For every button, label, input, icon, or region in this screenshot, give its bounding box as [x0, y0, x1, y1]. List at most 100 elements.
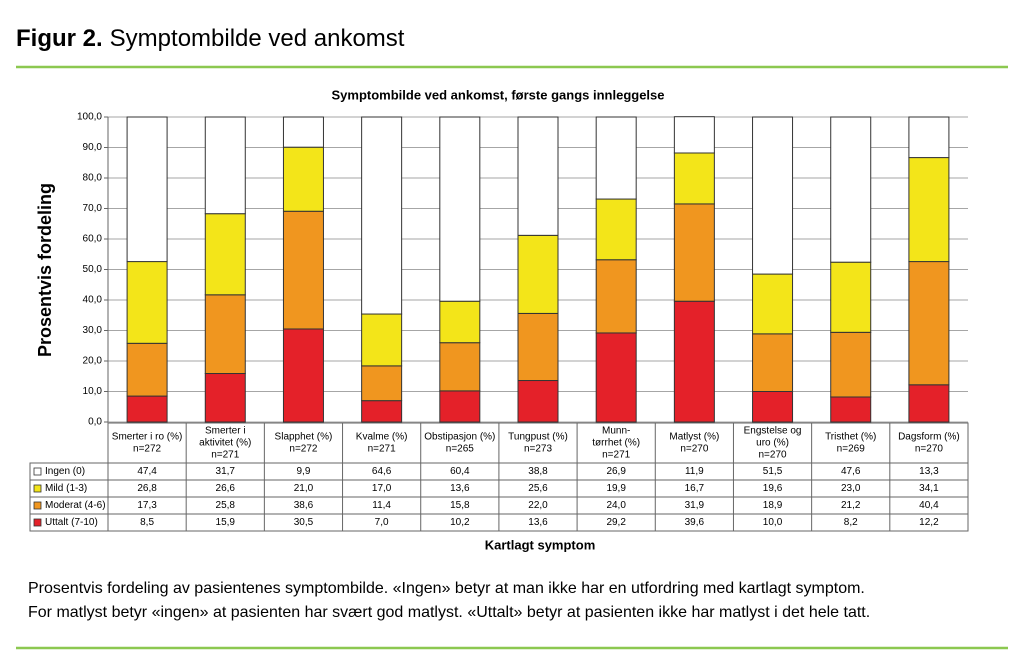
bar-segment — [752, 116, 794, 275]
bar-segment — [517, 234, 559, 314]
value-label: 38,8 — [528, 466, 548, 477]
x-tick-label: n=272 — [133, 444, 162, 455]
value-label: 47,4 — [137, 466, 157, 477]
bar-segment — [126, 395, 168, 423]
figure-header: Figur 2. Symptombilde ved ankomst — [16, 25, 405, 52]
bar-segment — [908, 116, 950, 159]
value-label: 7,0 — [375, 517, 389, 528]
y-tick-label: 90,0 — [83, 142, 103, 153]
legend-label: Moderat (4-6) — [45, 500, 106, 511]
value-label: 40,4 — [919, 500, 939, 511]
value-label: 15,8 — [450, 500, 470, 511]
bar-segment — [673, 116, 715, 154]
legend-swatch — [33, 467, 42, 476]
bar-segment — [439, 300, 481, 344]
x-tick-label: n=271 — [211, 450, 240, 461]
x-tick-label: Kvalme (%) — [356, 432, 408, 443]
caption-line: Prosentvis fordeling av pasientenes symp… — [28, 580, 865, 597]
bar-segment — [204, 213, 246, 296]
bar-segment — [439, 390, 481, 423]
bar-segment — [282, 210, 324, 330]
bar-segment — [752, 273, 794, 335]
x-tick-label: Obstipasjon (%) — [424, 432, 495, 443]
value-label: 25,8 — [216, 500, 236, 511]
y-tick-label: 50,0 — [83, 264, 103, 275]
bar-segment — [908, 157, 950, 263]
bar-segment — [439, 342, 481, 392]
x-tick-label: n=271 — [602, 450, 631, 461]
legend-swatch — [33, 484, 42, 493]
legend-swatch — [33, 518, 42, 527]
y-tick-label: 100,0 — [77, 112, 102, 123]
x-tick-label: Matlyst (%) — [669, 432, 719, 443]
value-label: 17,0 — [372, 483, 392, 494]
bar-segment — [673, 300, 715, 423]
x-tick-label: n=271 — [368, 444, 397, 455]
x-tick-label: uro (%) — [756, 438, 789, 449]
legend-label: Mild (1-3) — [45, 483, 87, 494]
bar-segment — [204, 294, 246, 375]
x-tick-label: Smerter i ro (%) — [112, 432, 183, 443]
value-label: 30,5 — [294, 517, 314, 528]
bar-segment — [439, 116, 481, 302]
y-tick-label: 60,0 — [83, 234, 103, 245]
caption-line: For matlyst betyr «ingen» at pasienten h… — [28, 604, 870, 621]
value-label: 23,0 — [841, 483, 861, 494]
x-tick-label: Tristhet (%) — [825, 432, 876, 443]
x-tick-label: tørrhet (%) — [592, 438, 640, 449]
bar-segment — [595, 259, 637, 334]
x-tick-label: n=270 — [915, 444, 944, 455]
value-label: 10,0 — [763, 517, 783, 528]
y-tick-label: 70,0 — [83, 203, 103, 214]
x-tick-label: n=270 — [758, 450, 787, 461]
value-label: 26,8 — [137, 483, 157, 494]
bar-segment — [595, 116, 637, 200]
bar-segment — [361, 313, 403, 367]
chart-title: Symptombilde ved ankomst, første gangs i… — [331, 87, 664, 102]
value-label: 13,6 — [528, 517, 548, 528]
value-label: 24,0 — [606, 500, 626, 511]
value-label: 11,4 — [372, 500, 391, 511]
y-tick-label: 40,0 — [83, 295, 103, 306]
bar-segment — [673, 203, 715, 302]
bar-segment — [830, 396, 872, 423]
value-label: 21,2 — [841, 500, 861, 511]
y-tick-label: 20,0 — [83, 356, 103, 367]
bar-segment — [830, 116, 872, 263]
figure-label: Figur 2. — [16, 25, 103, 52]
value-label: 60,4 — [450, 466, 470, 477]
bar-segment — [361, 116, 403, 315]
bar-segment — [595, 198, 637, 261]
bar-segment — [752, 333, 794, 393]
value-label: 10,2 — [450, 517, 470, 528]
bar-segment — [908, 261, 950, 386]
bar-segment — [752, 391, 794, 423]
value-label: 13,6 — [450, 483, 470, 494]
value-label: 22,0 — [528, 500, 548, 511]
y-tick-label: 10,0 — [83, 386, 103, 397]
value-label: 19,6 — [763, 483, 783, 494]
bar-segment — [830, 331, 872, 398]
value-label: 11,9 — [685, 466, 704, 477]
value-label: 18,9 — [763, 500, 783, 511]
value-label: 39,6 — [685, 517, 705, 528]
value-label: 16,7 — [685, 483, 705, 494]
x-tick-label: n=273 — [524, 444, 553, 455]
value-label: 29,2 — [606, 517, 626, 528]
bar-segment — [517, 312, 559, 382]
legend-swatch — [33, 501, 42, 510]
x-tick-label: n=269 — [837, 444, 866, 455]
bar-segment — [517, 116, 559, 236]
bar-segment — [908, 384, 950, 423]
value-label: 51,5 — [763, 466, 783, 477]
y-axis-label: Prosentvis fordeling — [35, 183, 55, 357]
value-label: 8,2 — [844, 517, 858, 528]
bar-segment — [126, 261, 168, 344]
value-label: 9,9 — [297, 466, 311, 477]
x-tick-label: Engstelse og — [744, 426, 802, 437]
bar-segment — [595, 332, 637, 423]
value-label: 17,3 — [137, 500, 157, 511]
legend-label: Ingen (0) — [45, 466, 85, 477]
figure-title: Symptombilde ved ankomst — [110, 25, 405, 52]
